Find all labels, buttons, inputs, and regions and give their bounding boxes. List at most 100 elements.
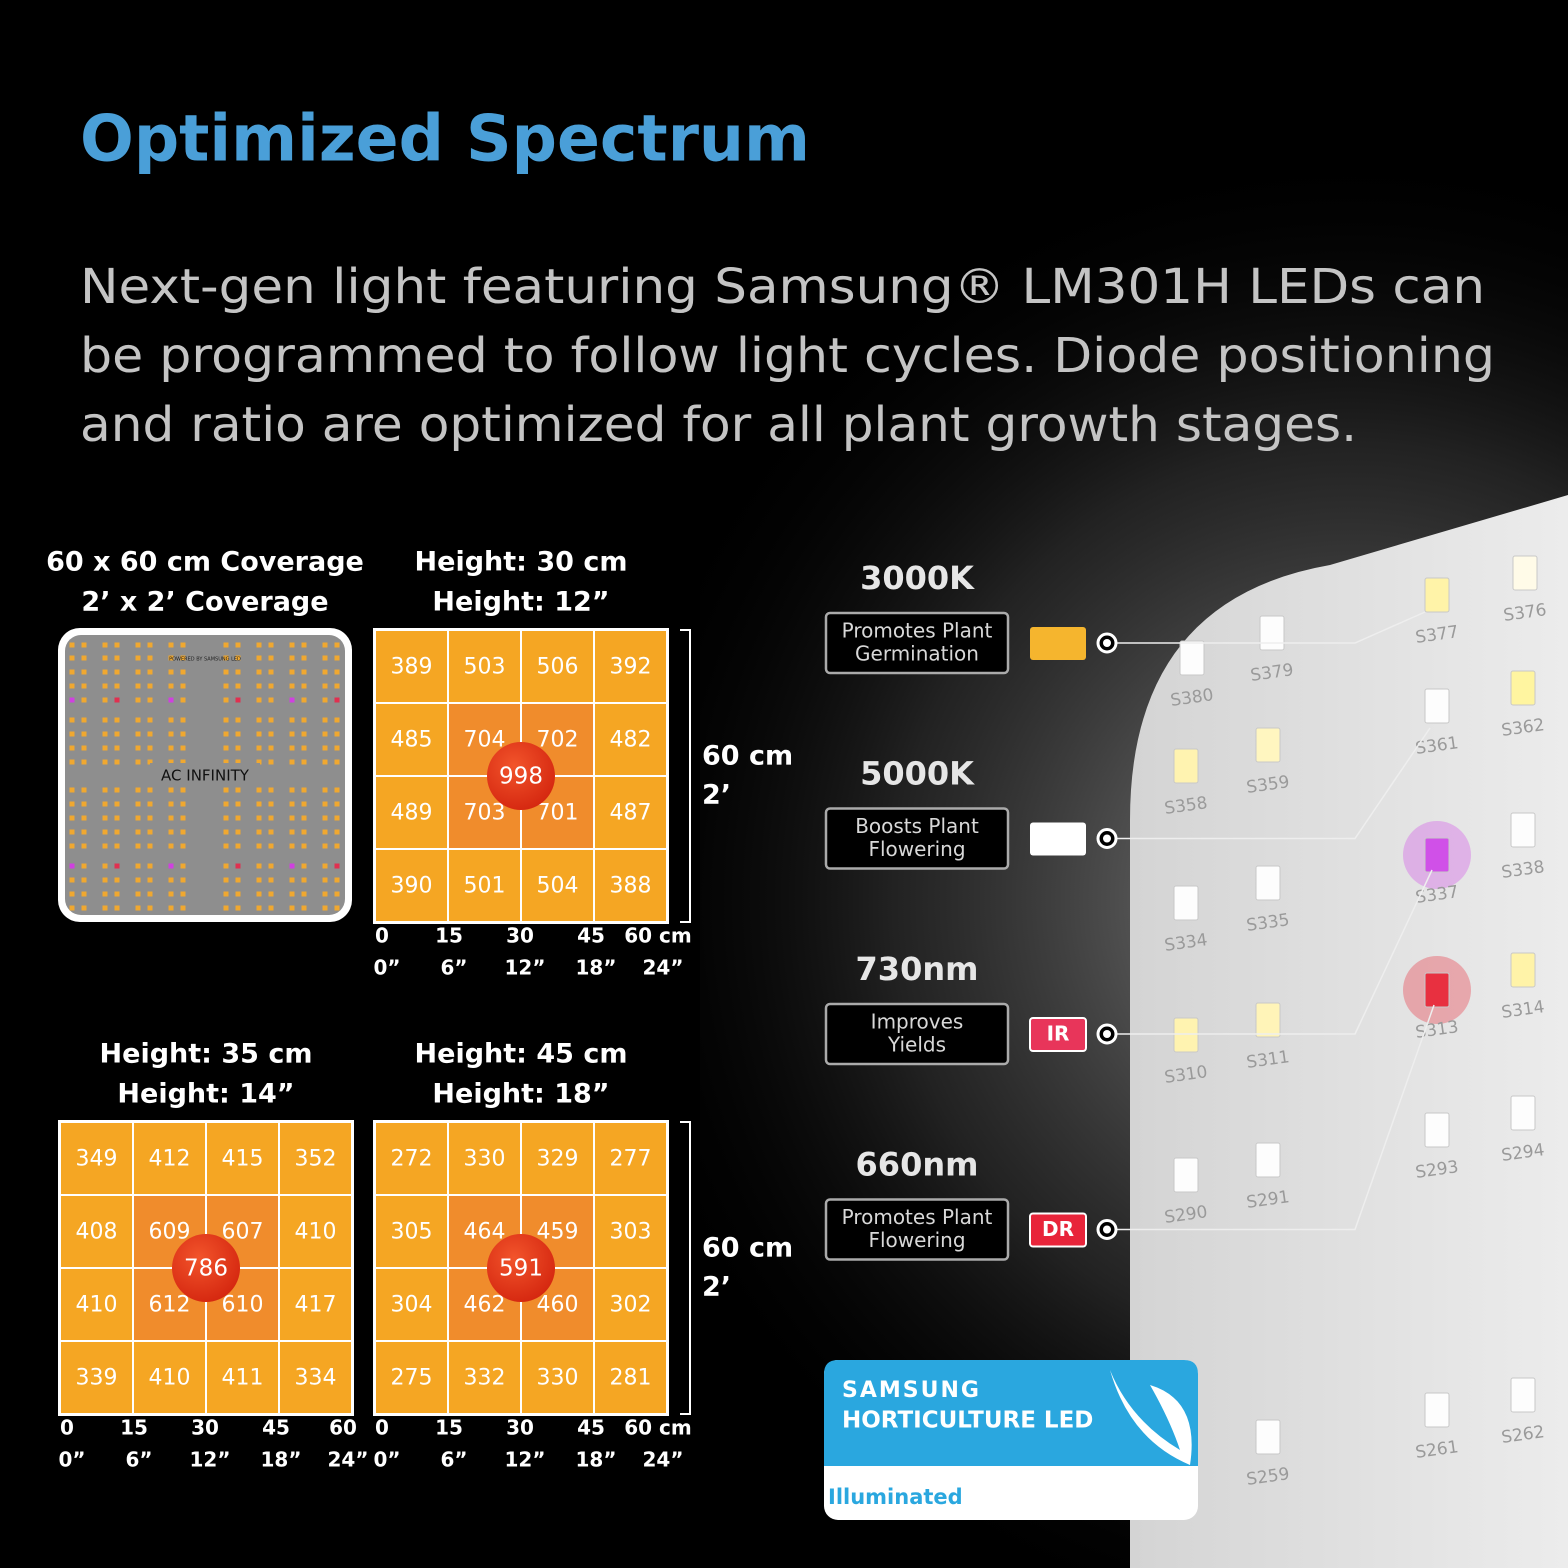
panel-diode: [223, 829, 229, 835]
grid-value: 390: [391, 874, 433, 899]
panel-diode: [268, 759, 274, 765]
panel-diode: [180, 717, 186, 723]
grid-value: 506: [537, 655, 579, 680]
panel-diode: [180, 877, 186, 883]
panel-diode: [301, 801, 307, 807]
panel-diode: [168, 669, 174, 675]
panel-diode: [289, 683, 295, 689]
panel-diode: [334, 642, 340, 648]
hotspot-value: 786: [184, 1256, 228, 1282]
spectrum-chip: [1030, 822, 1086, 856]
spectrum-chip-label: IR: [1047, 1022, 1070, 1046]
panel-diode: [69, 731, 75, 737]
grid-value: 304: [391, 1293, 433, 1318]
panel-diode: [223, 642, 229, 648]
grid-cell: [595, 850, 666, 921]
axis-cm-label: 15: [435, 924, 463, 948]
panel-diode: [223, 683, 229, 689]
panel-diode: [268, 717, 274, 723]
grid-heading: Height: 30 cm: [415, 547, 628, 578]
panel-diode: [322, 683, 328, 689]
panel-diode: [81, 669, 87, 675]
panel-diode: [322, 801, 328, 807]
panel-diode: [301, 697, 307, 703]
panel-diode: [114, 843, 120, 849]
panel-diode: [223, 863, 229, 869]
panel-diode: [301, 877, 307, 883]
panel-diode: [147, 731, 153, 737]
panel-diode: [256, 891, 262, 897]
panel-diode: [322, 815, 328, 821]
panel-diode: [256, 745, 262, 751]
panel-diode: [256, 697, 262, 703]
grid-value: 277: [610, 1147, 652, 1172]
panel-diode: [289, 801, 295, 807]
panel-diode: [289, 697, 295, 703]
grid-value: 408: [76, 1220, 118, 1245]
spectrum-description: Yields: [887, 1033, 946, 1057]
axis-in-label: 12”: [505, 956, 546, 980]
grid-cell: [376, 1123, 447, 1194]
panel-diode: [301, 669, 307, 675]
panel-diode: [301, 731, 307, 737]
panel-diode: [102, 843, 108, 849]
axis-in-label: 18”: [261, 1448, 302, 1472]
panel-diode: [301, 745, 307, 751]
panel-diode: [135, 815, 141, 821]
panel-diode: [256, 683, 262, 689]
panel-diode: [135, 759, 141, 765]
panel-diode: [223, 787, 229, 793]
panel-diode: [256, 655, 262, 661]
axis-in-label: 12”: [505, 1448, 546, 1472]
panel-diode: [69, 801, 75, 807]
grid-cell: [134, 1123, 205, 1194]
panel-diode: [81, 731, 87, 737]
panel-diode: [334, 843, 340, 849]
panel-diode: [114, 731, 120, 737]
panel-diode: [256, 863, 262, 869]
panel-diode: [69, 655, 75, 661]
led: [1424, 972, 1450, 1008]
panel-diode: [135, 655, 141, 661]
grid-value: 303: [610, 1220, 652, 1245]
panel-diode: [334, 877, 340, 883]
panel-diode: [289, 787, 295, 793]
connector: [1107, 1004, 1435, 1231]
panel-diode: [256, 642, 262, 648]
panel-diode: [147, 801, 153, 807]
grid-cell: [595, 1269, 666, 1340]
panel-diode: [168, 801, 174, 807]
panel-diode: [168, 905, 174, 911]
grid-value: 609: [149, 1220, 191, 1245]
panel-diode: [235, 683, 241, 689]
panel-diode: [223, 891, 229, 897]
grid-cell: [280, 1269, 351, 1340]
panel-diode: [69, 642, 75, 648]
panel-diode: [81, 787, 87, 793]
panel-diode: [235, 905, 241, 911]
panel-diode: [168, 642, 174, 648]
panel-diode: [147, 669, 153, 675]
grid-cell: [522, 850, 593, 921]
axis-cm-label: 45: [577, 1416, 605, 1440]
grid-cell: [61, 1196, 132, 1267]
panel-diode: [135, 697, 141, 703]
panel-diode: [69, 759, 75, 765]
grid-cell: [134, 1342, 205, 1413]
grid-heading: Height: 45 cm: [415, 1039, 628, 1070]
panel-diode: [289, 905, 295, 911]
grid-value: 272: [391, 1147, 433, 1172]
panel-diode: [289, 669, 295, 675]
axis-cm-label: 45: [262, 1416, 290, 1440]
panel-diode: [180, 683, 186, 689]
led: [1255, 1002, 1281, 1038]
panel-diode: [114, 745, 120, 751]
connector-dot-core: [1103, 1225, 1111, 1234]
spectrum-chip-label: DR: [1042, 1217, 1074, 1241]
panel-diode: [147, 759, 153, 765]
grid-cell: [207, 1123, 278, 1194]
panel-diode: [147, 642, 153, 648]
grid-cell: [207, 1342, 278, 1413]
panel-diode: [235, 655, 241, 661]
grid-cell: [595, 1196, 666, 1267]
